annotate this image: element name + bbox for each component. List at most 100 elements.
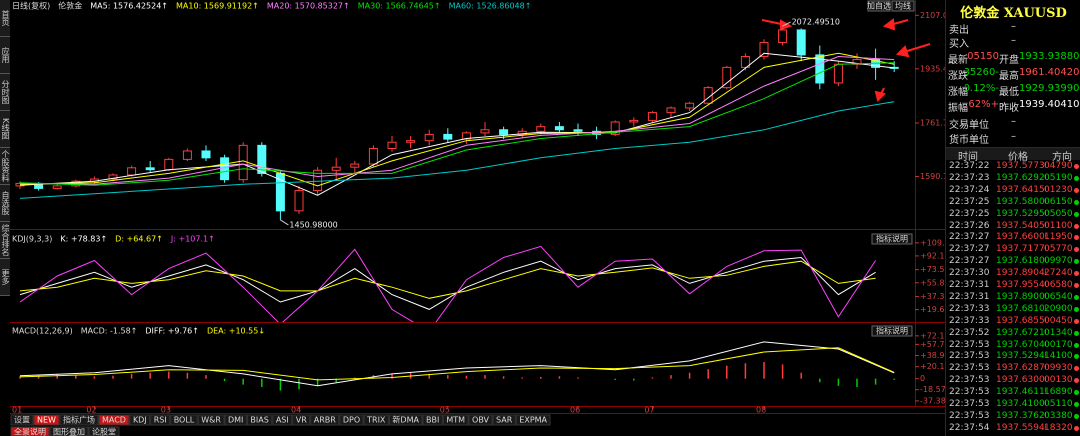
side-tab[interactable]: 分时图 [0, 74, 10, 111]
tab[interactable]: MACD [102, 416, 126, 425]
tick-time: 22:37:52 [949, 327, 990, 338]
tick-price: 1937.71770 [996, 244, 1046, 255]
tick-time: 22:37:27 [949, 232, 990, 243]
table-header: 时间 [958, 152, 978, 163]
side-tab[interactable]: 自选股 [0, 185, 10, 222]
tick-change: 09930 [1044, 363, 1072, 374]
legend-item: DEA: +10.55↓ [207, 327, 265, 336]
tick-dot [1074, 247, 1079, 253]
tick-change: 00170 [1044, 339, 1072, 350]
tab[interactable]: KDJ [133, 416, 147, 425]
indicator-line [19, 245, 877, 322]
y-tick-label: +92.12 [920, 251, 945, 260]
tab[interactable]: EXPMA [519, 416, 547, 425]
candle-body [778, 29, 788, 43]
tab[interactable]: DMI [228, 416, 243, 425]
candle-body [461, 132, 471, 140]
annotation-arrows [761, 18, 931, 102]
tab[interactable]: BIAS [250, 416, 268, 425]
stat-label: 最新 [948, 55, 968, 66]
candle-body [443, 133, 453, 140]
bottom-tab[interactable]: 全景说明 [14, 427, 46, 436]
candle-body [127, 167, 137, 176]
button[interactable]: 指标说明 [876, 234, 908, 244]
tab[interactable]: VR [296, 416, 307, 425]
y-tick-label: 0 [920, 374, 925, 383]
button[interactable]: 均线 [895, 1, 911, 11]
tick-time: 22:37:53 [949, 375, 990, 386]
candle-body [182, 150, 192, 160]
side-tab[interactable]: 更多 [0, 259, 10, 296]
tick-time: 22:37:25 [949, 196, 990, 207]
x-tick-label: 02 [86, 406, 96, 415]
tab[interactable]: MTM [446, 416, 465, 425]
chart-area: 2107.023 1935.426 1761.737 1590.140 日线(复权) 伦敦… [10, 0, 945, 436]
tick-change: 16890 [1044, 387, 1072, 398]
tab[interactable]: ASI [276, 416, 289, 425]
legend-item: MACD: -1.58↑ [81, 327, 138, 336]
tab[interactable]: BOLL [174, 416, 195, 425]
tab[interactable]: RSI [154, 416, 167, 425]
button[interactable]: 指标说明 [876, 326, 908, 336]
tab[interactable]: DPO [343, 416, 360, 425]
tab-frame [170, 414, 198, 426]
y-tick-label: -37.38 [920, 396, 945, 405]
tick-time: 22:37:31 [949, 280, 990, 290]
tick-price: 1937.41000 [996, 399, 1046, 409]
y-tick-label: 1761.737 [920, 118, 945, 127]
button[interactable]: 加自选 [867, 1, 891, 11]
stat-value: 1961.40420 [1019, 67, 1080, 78]
tick-change: 11950 [1044, 232, 1072, 243]
tick-time: 22:37:26 [949, 220, 990, 231]
tab-frame [442, 414, 469, 426]
tab[interactable]: ARBR [314, 416, 337, 425]
tick-time: 22:37:22 [949, 161, 990, 171]
tab[interactable]: BBI [426, 416, 439, 425]
tab[interactable]: 设置 [14, 415, 30, 425]
tick-change: 14100 [1044, 351, 1072, 362]
unit-label: 交易单位 [949, 120, 989, 131]
indicator-line [19, 52, 895, 187]
side-tab[interactable]: 应用 [0, 37, 10, 74]
tab-frame [10, 426, 50, 436]
candle-body [52, 185, 62, 189]
badge[interactable]: NEW [37, 416, 56, 425]
tab[interactable]: OBV [472, 416, 490, 425]
side-tab[interactable]: 首页 [0, 0, 10, 37]
tick-change: 18320 [1044, 422, 1072, 433]
side-tab[interactable]: 个股资料 [0, 148, 10, 185]
bottom-tab[interactable]: 论股堂 [92, 427, 116, 436]
indicator-line [19, 52, 895, 196]
button-frame [891, 0, 915, 12]
candle-body [536, 126, 546, 132]
tick-change: 05770 [1044, 244, 1072, 255]
tick-time: 22:37:24 [949, 184, 990, 195]
tab[interactable]: SAR [496, 416, 513, 425]
bottom-tab[interactable]: 图形叠加 [53, 427, 85, 436]
legend-item: MA20: 1570.85327↑ [267, 2, 350, 11]
tick-dot [1074, 378, 1079, 384]
side-tab[interactable]: K线图 [0, 111, 10, 148]
tick-change: 04790 [1044, 161, 1072, 171]
tick-time: 22:37:53 [949, 387, 990, 398]
tick-change: 00450 [1044, 315, 1072, 326]
tick-dot [1074, 283, 1079, 288]
tick-dot [1074, 330, 1079, 336]
tab[interactable]: 新DMA [392, 415, 419, 425]
tick-dot [1074, 164, 1079, 169]
candle-body [387, 141, 397, 149]
tick-change: 00130 [1044, 375, 1072, 386]
tab[interactable]: W&R [201, 416, 221, 425]
tab[interactable]: 指标广场 [63, 415, 95, 425]
x-tick-label: 01 [12, 406, 22, 415]
tab[interactable]: TRIX [366, 416, 386, 425]
tick-dot [1074, 223, 1079, 229]
candle-body [666, 107, 676, 114]
tick-change: 01340 [1044, 327, 1072, 338]
legend-item: MA10: 1569.91192↑ [176, 2, 259, 11]
side-tab[interactable]: 综合排名 [0, 222, 10, 259]
tick-dot [1074, 259, 1079, 265]
tick-change: 06540 [1044, 291, 1072, 302]
x-tick-label: 06 [570, 406, 580, 415]
